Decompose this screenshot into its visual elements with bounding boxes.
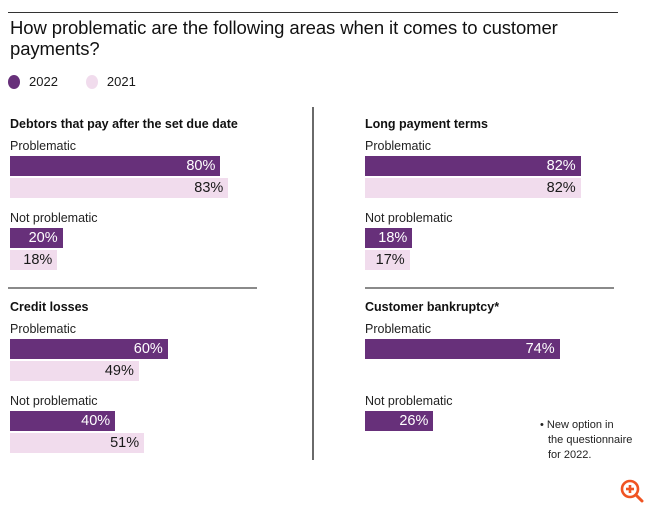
data-label: 17% (375, 252, 405, 268)
group-label: Not problematic (10, 211, 98, 225)
bar-2022: 82% (365, 156, 581, 176)
panel-credit-losses: Credit losses Problematic 60% 49% Not proble… (10, 298, 168, 463)
bar-2022: 74% (365, 339, 560, 359)
bar-2021: 51% (10, 433, 145, 453)
bar-2021: 18% (10, 250, 58, 270)
horizontal-divider-right (365, 287, 614, 289)
legend-label-2022: 2022 (29, 74, 58, 89)
zoom-in-button[interactable] (619, 478, 645, 504)
panel-title: Customer bankruptcy* (365, 300, 500, 314)
group-label: Problematic (10, 139, 76, 153)
legend-item-2021: 2021 (85, 74, 136, 89)
legend-item-2022: 2022 (8, 74, 58, 89)
group-label: Not problematic (365, 211, 453, 225)
data-label: 18% (378, 230, 408, 246)
panel-customer-bankruptcy: Customer bankruptcy* Problematic 74% Not pr… (365, 298, 560, 463)
panel-title: Long payment terms (365, 117, 488, 131)
bar-spacer (365, 433, 560, 453)
legend: 2022 2021 (8, 74, 164, 89)
panel-title: Credit losses (10, 300, 89, 314)
bar-2022: 80% (10, 156, 221, 176)
footnote-line-2: the questionnaire (548, 434, 633, 446)
bar-group-not-problematic: Not problematic 20% 18% (10, 208, 238, 270)
bar-2022: 18% (365, 228, 413, 248)
data-label: 40% (81, 413, 111, 429)
vertical-divider (312, 107, 314, 460)
data-label: 83% (194, 180, 224, 196)
bar-2022: 20% (10, 228, 63, 248)
data-label: 82% (546, 180, 576, 196)
bar-group-problematic: Problematic 74% (365, 319, 560, 381)
bar-2022: 26% (365, 411, 434, 431)
bar-group-not-problematic: Not problematic 26% (365, 391, 560, 453)
bar-2022: 40% (10, 411, 116, 431)
panel-long-payment-terms: Long payment terms Problematic 82% 82% Not p… (365, 115, 581, 280)
data-label: 82% (546, 158, 576, 174)
bar-2021: 83% (10, 178, 229, 198)
legend-label-2021: 2021 (106, 74, 136, 89)
data-label: 80% (186, 158, 216, 174)
bar-2021: 49% (10, 361, 139, 381)
panel-title: Debtors that pay after the set due date (10, 117, 238, 131)
bar-2021: 82% (365, 178, 581, 198)
footnote: • New option in the questionnaire for 20… (540, 418, 650, 463)
bar-2022: 60% (10, 339, 168, 359)
footnote-line-3: for 2022. (548, 449, 592, 461)
group-label: Problematic (365, 139, 431, 153)
bar-group-problematic: Problematic 82% 82% (365, 136, 581, 198)
data-label: 20% (28, 230, 58, 246)
bar-group-not-problematic: Not problematic 18% 17% (365, 208, 581, 270)
group-label: Problematic (365, 322, 431, 336)
bar-2021: 17% (365, 250, 410, 270)
data-label: 60% (133, 341, 163, 357)
zoom-in-icon (620, 479, 644, 503)
legend-swatch-2021 (85, 74, 98, 89)
legend-swatch-2022 (8, 74, 20, 89)
bar-spacer (365, 361, 560, 381)
data-label: 49% (104, 363, 134, 379)
bar-group-problematic: Problematic 80% 83% (10, 136, 238, 198)
group-label: Problematic (10, 322, 76, 336)
horizontal-divider-left (8, 287, 257, 289)
panel-debtors: Debtors that pay after the set due date P… (10, 115, 238, 280)
data-label: 74% (525, 341, 555, 357)
group-label: Not problematic (10, 394, 98, 408)
bar-group-problematic: Problematic 60% 49% (10, 319, 168, 381)
data-label: 51% (110, 435, 140, 451)
data-label: 18% (23, 252, 53, 268)
footnote-line-1: • New option in (540, 419, 614, 431)
data-label: 26% (399, 413, 429, 429)
top-rule (8, 12, 618, 13)
chart-title: How problematic are the following areas … (10, 17, 558, 59)
group-label: Not problematic (365, 394, 453, 408)
bar-group-not-problematic: Not problematic 40% 51% (10, 391, 168, 453)
